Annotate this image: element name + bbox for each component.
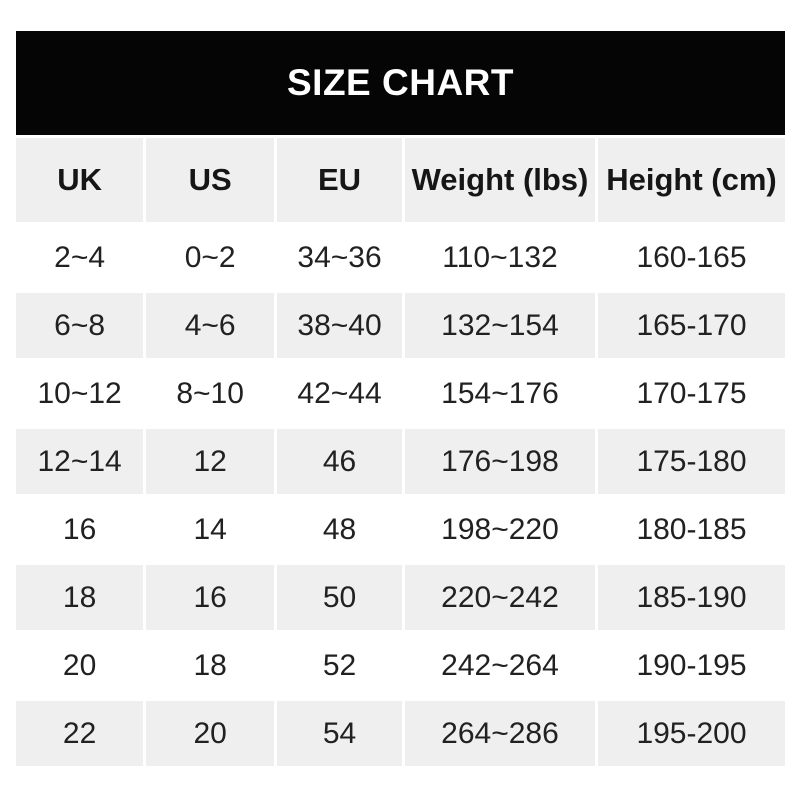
size-chart-table: UK US EU Weight (lbs) Height (cm) 2~4 0~2 34~3… <box>13 135 788 769</box>
table-row: 22 20 54 264~286 195-200 <box>16 701 785 766</box>
table-cell: 34~36 <box>277 225 402 290</box>
table-cell: 16 <box>146 565 275 630</box>
table-cell: 20 <box>16 633 144 698</box>
table-cell: 14 <box>146 497 275 562</box>
table-cell: 52 <box>277 633 402 698</box>
table-cell: 38~40 <box>277 293 402 358</box>
table-cell: 132~154 <box>404 293 595 358</box>
table-cell: 154~176 <box>404 361 595 426</box>
table-cell: 18 <box>146 633 275 698</box>
table-cell: 110~132 <box>404 225 595 290</box>
table-cell: 175-180 <box>597 429 785 494</box>
table-cell: 12~14 <box>16 429 144 494</box>
column-header: EU <box>277 138 402 222</box>
table-cell: 20 <box>146 701 275 766</box>
column-header: UK <box>16 138 144 222</box>
table-cell: 176~198 <box>404 429 595 494</box>
size-chart-title: SIZE CHART <box>287 62 514 103</box>
table-row: 12~14 12 46 176~198 175-180 <box>16 429 785 494</box>
table-row: 16 14 48 198~220 180-185 <box>16 497 785 562</box>
table-cell: 16 <box>16 497 144 562</box>
table-cell: 46 <box>277 429 402 494</box>
table-cell: 4~6 <box>146 293 275 358</box>
table-cell: 6~8 <box>16 293 144 358</box>
table-row: 18 16 50 220~242 185-190 <box>16 565 785 630</box>
table-cell: 160-165 <box>597 225 785 290</box>
table-cell: 190-195 <box>597 633 785 698</box>
column-header: Height (cm) <box>597 138 785 222</box>
table-cell: 8~10 <box>146 361 275 426</box>
table-cell: 42~44 <box>277 361 402 426</box>
table-cell: 170-175 <box>597 361 785 426</box>
header-row: UK US EU Weight (lbs) Height (cm) <box>16 138 785 222</box>
table-cell: 2~4 <box>16 225 144 290</box>
table-cell: 220~242 <box>404 565 595 630</box>
table-row: 6~8 4~6 38~40 132~154 165-170 <box>16 293 785 358</box>
table-cell: 50 <box>277 565 402 630</box>
column-header: US <box>146 138 275 222</box>
table-cell: 18 <box>16 565 144 630</box>
table-row: 10~12 8~10 42~44 154~176 170-175 <box>16 361 785 426</box>
table-cell: 22 <box>16 701 144 766</box>
table-cell: 198~220 <box>404 497 595 562</box>
column-header: Weight (lbs) <box>404 138 595 222</box>
table-cell: 0~2 <box>146 225 275 290</box>
table-cell: 195-200 <box>597 701 785 766</box>
table-cell: 48 <box>277 497 402 562</box>
table-cell: 185-190 <box>597 565 785 630</box>
table-cell: 10~12 <box>16 361 144 426</box>
table-row: 20 18 52 242~264 190-195 <box>16 633 785 698</box>
table-cell: 12 <box>146 429 275 494</box>
table-cell: 165-170 <box>597 293 785 358</box>
table-cell: 242~264 <box>404 633 595 698</box>
table-cell: 54 <box>277 701 402 766</box>
size-chart-panel: SIZE CHART UK US EU Weight (lbs) Height (cm)… <box>16 31 785 769</box>
table-cell: 180-185 <box>597 497 785 562</box>
table-cell: 264~286 <box>404 701 595 766</box>
table-row: 2~4 0~2 34~36 110~132 160-165 <box>16 225 785 290</box>
size-chart-title-bar: SIZE CHART <box>16 31 785 135</box>
